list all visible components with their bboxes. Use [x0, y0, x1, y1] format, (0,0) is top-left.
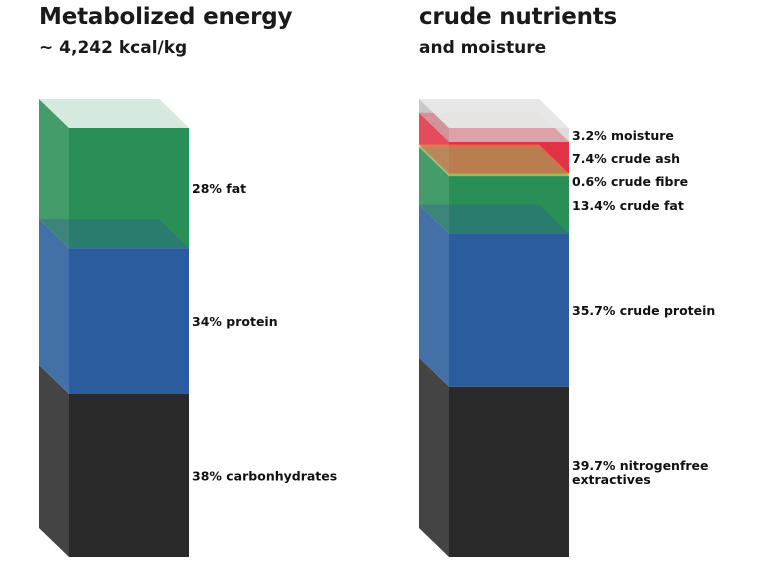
- chart2-title: crude nutrients: [419, 4, 618, 30]
- chart2-bar-nitrogenfree-extractives: [449, 386, 569, 557]
- chart1-title: Metabolized energy: [39, 4, 293, 30]
- chart2-bar-moisture: [449, 128, 569, 142]
- chart2-side-moisture: [419, 99, 449, 142]
- chart2-label-nitrogenfree-extractives: 39.7% nitrogenfree extractives: [572, 458, 709, 487]
- chart1-label-carbonhydrates: 38% carbonhydrates: [192, 468, 337, 483]
- label-group: 38% carbonhydrates 34% protein 28% fat 39.7…: [192, 128, 715, 487]
- chart2-side-crude-ash: [419, 112, 449, 174]
- chart2-label-crude-ash: 7.4% crude ash: [572, 151, 680, 166]
- chart2-bar-crude-ash: [449, 141, 569, 174]
- bar-group: [39, 99, 569, 557]
- chart2-side-crude-fibre: [419, 144, 449, 177]
- chart2-label-moisture: 3.2% moisture: [572, 128, 674, 143]
- chart2-top-cap: [419, 99, 569, 128]
- chart2-subtitle: and moisture: [419, 38, 547, 58]
- chart1-bar-carbonhydrates: [69, 393, 189, 557]
- chart1-side-protein: [39, 219, 69, 394]
- chart1-top-cap: [39, 99, 189, 128]
- chart2-boundary-crude-protein: [419, 204, 569, 234]
- chart1-side-fat: [39, 99, 69, 249]
- chart2-boundary-crude-fat: [419, 147, 569, 177]
- chart2-side-crude-protein: [419, 204, 449, 387]
- chart2-label-crude-fat: 13.4% crude fat: [572, 198, 684, 213]
- chart1-bar-fat: [69, 128, 189, 249]
- chart1-boundary-protein: [39, 219, 189, 249]
- chart2-side-nitrogenfree-extractives: [419, 357, 449, 557]
- chart1-bar-protein: [69, 248, 189, 394]
- chart1-side-carbonhydrates: [39, 364, 69, 557]
- chart2-boundary-crude-fibre: [419, 144, 569, 174]
- chart2-bar-crude-protein: [449, 233, 569, 387]
- chart2-side-crude-fat: [419, 147, 449, 234]
- chart2-bar-crude-fat: [449, 176, 569, 234]
- chart1-label-fat: 28% fat: [192, 181, 246, 196]
- chart1-label-protein: 34% protein: [192, 314, 278, 329]
- chart2-label-crude-fibre: 0.6% crude fibre: [572, 174, 688, 189]
- chart2-label-crude-protein: 35.7% crude protein: [572, 303, 715, 318]
- chart1-subtitle: ~ 4,242 kcal/kg: [39, 38, 188, 58]
- chart2-bar-crude-fibre: [449, 173, 569, 177]
